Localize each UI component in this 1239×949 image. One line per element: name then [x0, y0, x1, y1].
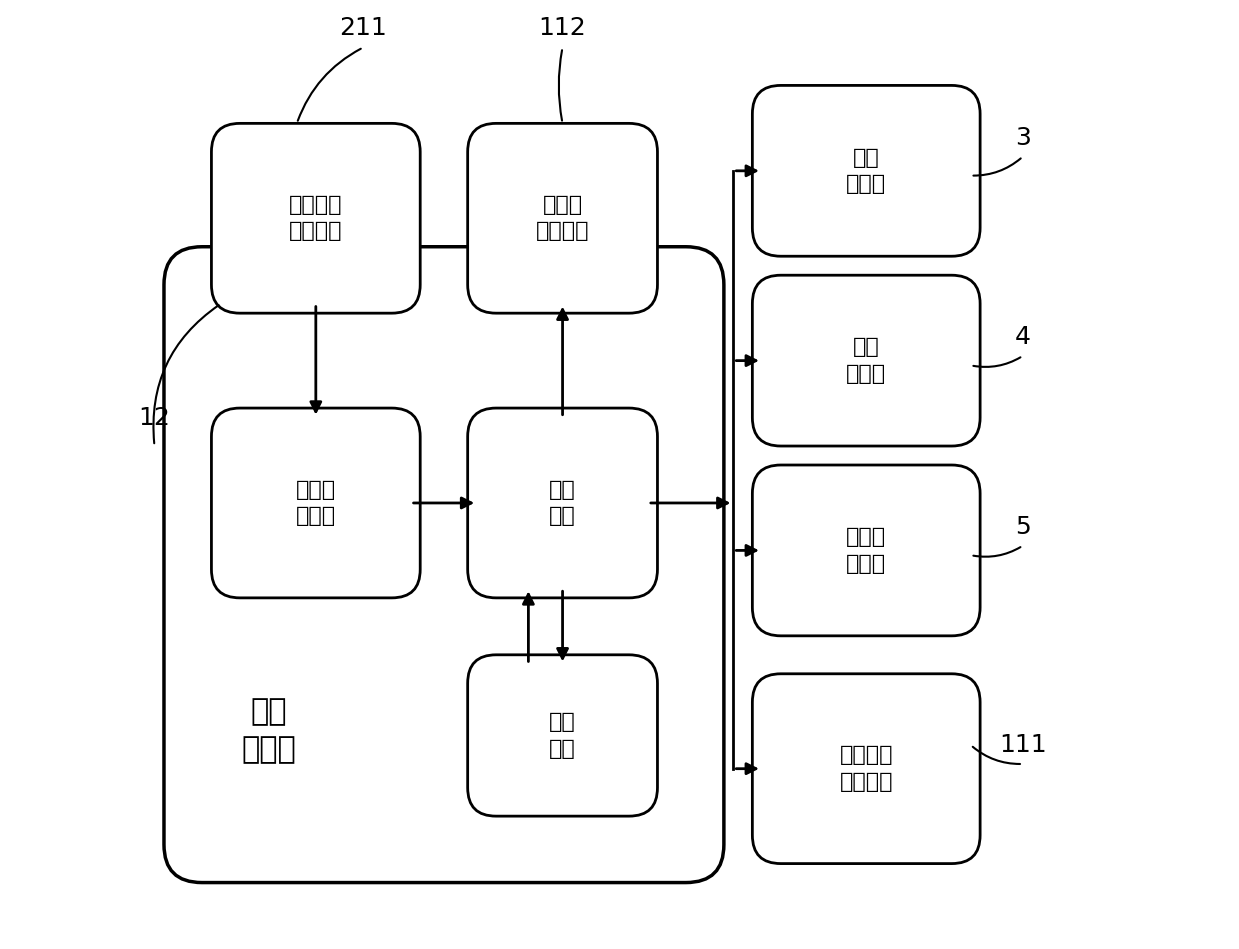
FancyBboxPatch shape — [752, 465, 980, 636]
Text: 12: 12 — [139, 405, 171, 430]
Text: 臭氧
发生器: 臭氧 发生器 — [846, 148, 886, 194]
FancyBboxPatch shape — [752, 275, 980, 446]
FancyBboxPatch shape — [467, 123, 658, 313]
FancyBboxPatch shape — [164, 247, 724, 883]
Text: 智能
控制箱: 智能 控制箱 — [242, 698, 296, 764]
Text: 4: 4 — [1015, 325, 1031, 349]
Text: 营养箱
控制阀: 营养箱 控制阀 — [846, 528, 886, 573]
FancyBboxPatch shape — [212, 123, 420, 313]
FancyBboxPatch shape — [752, 85, 980, 256]
Text: 控制
单元: 控制 单元 — [549, 480, 576, 526]
Text: 无线传
输模块: 无线传 输模块 — [296, 480, 336, 526]
Text: 3: 3 — [1015, 125, 1031, 150]
FancyBboxPatch shape — [467, 408, 658, 598]
FancyBboxPatch shape — [752, 674, 980, 864]
Text: 污水质量
监测模块: 污水质量 监测模块 — [289, 195, 342, 241]
FancyBboxPatch shape — [212, 408, 420, 598]
Text: 5: 5 — [1015, 514, 1031, 539]
Text: 氢气
发生器: 氢气 发生器 — [846, 338, 886, 383]
Text: 112: 112 — [539, 16, 586, 41]
Text: 水质量
监测模块: 水质量 监测模块 — [535, 195, 590, 241]
FancyBboxPatch shape — [467, 655, 658, 816]
Text: 存储
单元: 存储 单元 — [549, 713, 576, 758]
Text: 微纳米气
泡曝气机: 微纳米气 泡曝气机 — [840, 746, 893, 791]
Text: 111: 111 — [999, 733, 1047, 757]
Text: 211: 211 — [339, 16, 387, 41]
